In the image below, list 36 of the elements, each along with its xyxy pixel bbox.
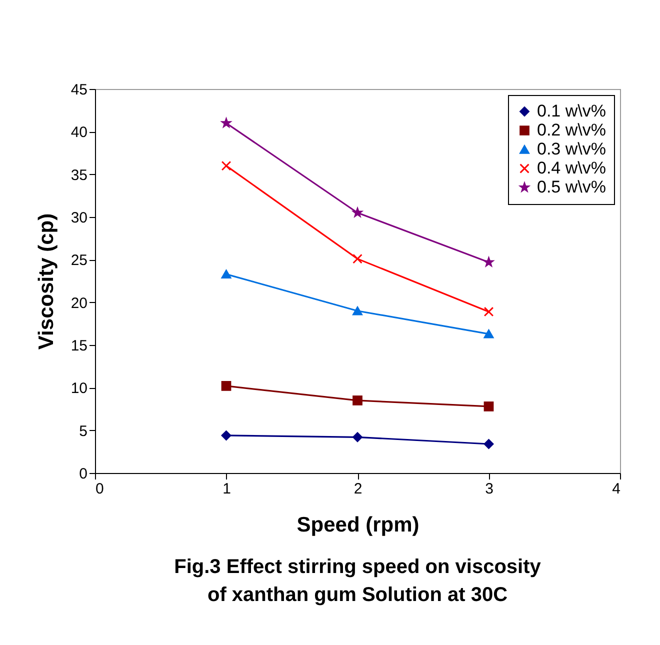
legend-label: 0.4 w\v% xyxy=(537,158,606,178)
point xyxy=(221,270,232,279)
point xyxy=(352,432,362,442)
y-tick-label: 30 xyxy=(70,210,88,226)
y-tick-label: 20 xyxy=(70,294,88,312)
point xyxy=(484,439,494,449)
x-tick-label: 2 xyxy=(354,480,362,498)
legend-label: 0.5 w\v% xyxy=(537,178,606,196)
x-tick-label: 1 xyxy=(222,480,231,498)
x-tick-label: 4 xyxy=(612,480,620,498)
point xyxy=(352,208,362,217)
y-tick-label: 15 xyxy=(70,338,88,354)
y-tick-label: 25 xyxy=(70,252,88,270)
y-axis-title: Viscosity (cp) xyxy=(34,213,58,350)
point xyxy=(352,396,362,406)
legend-label: 0.2 w\v% xyxy=(537,120,606,140)
y-tick-label: 40 xyxy=(70,124,88,142)
y-tick-label: 5 xyxy=(79,422,88,440)
point xyxy=(484,330,494,338)
point xyxy=(484,402,494,412)
legend-label: 0.3 w\v% xyxy=(537,140,606,158)
y-tick-label: 35 xyxy=(70,166,88,184)
y-tick-label: 0 xyxy=(79,466,88,482)
x-tick-label: 3 xyxy=(485,480,494,498)
point xyxy=(352,254,362,264)
point xyxy=(352,306,362,316)
point xyxy=(221,160,232,171)
text: Fig.3 Effect stirring speed on viscosity of xanthan gum Solution at 30C xyxy=(174,556,542,606)
y-tick-label: 45 xyxy=(70,82,88,98)
x-tick-label: 0 xyxy=(96,480,104,498)
y-tick-label: 10 xyxy=(70,380,88,398)
legend-label: 0.1 w\v% xyxy=(537,102,606,120)
x-axis-title: Speed (rpm) xyxy=(296,514,420,536)
point xyxy=(484,306,494,317)
point xyxy=(221,430,232,440)
point xyxy=(221,381,232,391)
